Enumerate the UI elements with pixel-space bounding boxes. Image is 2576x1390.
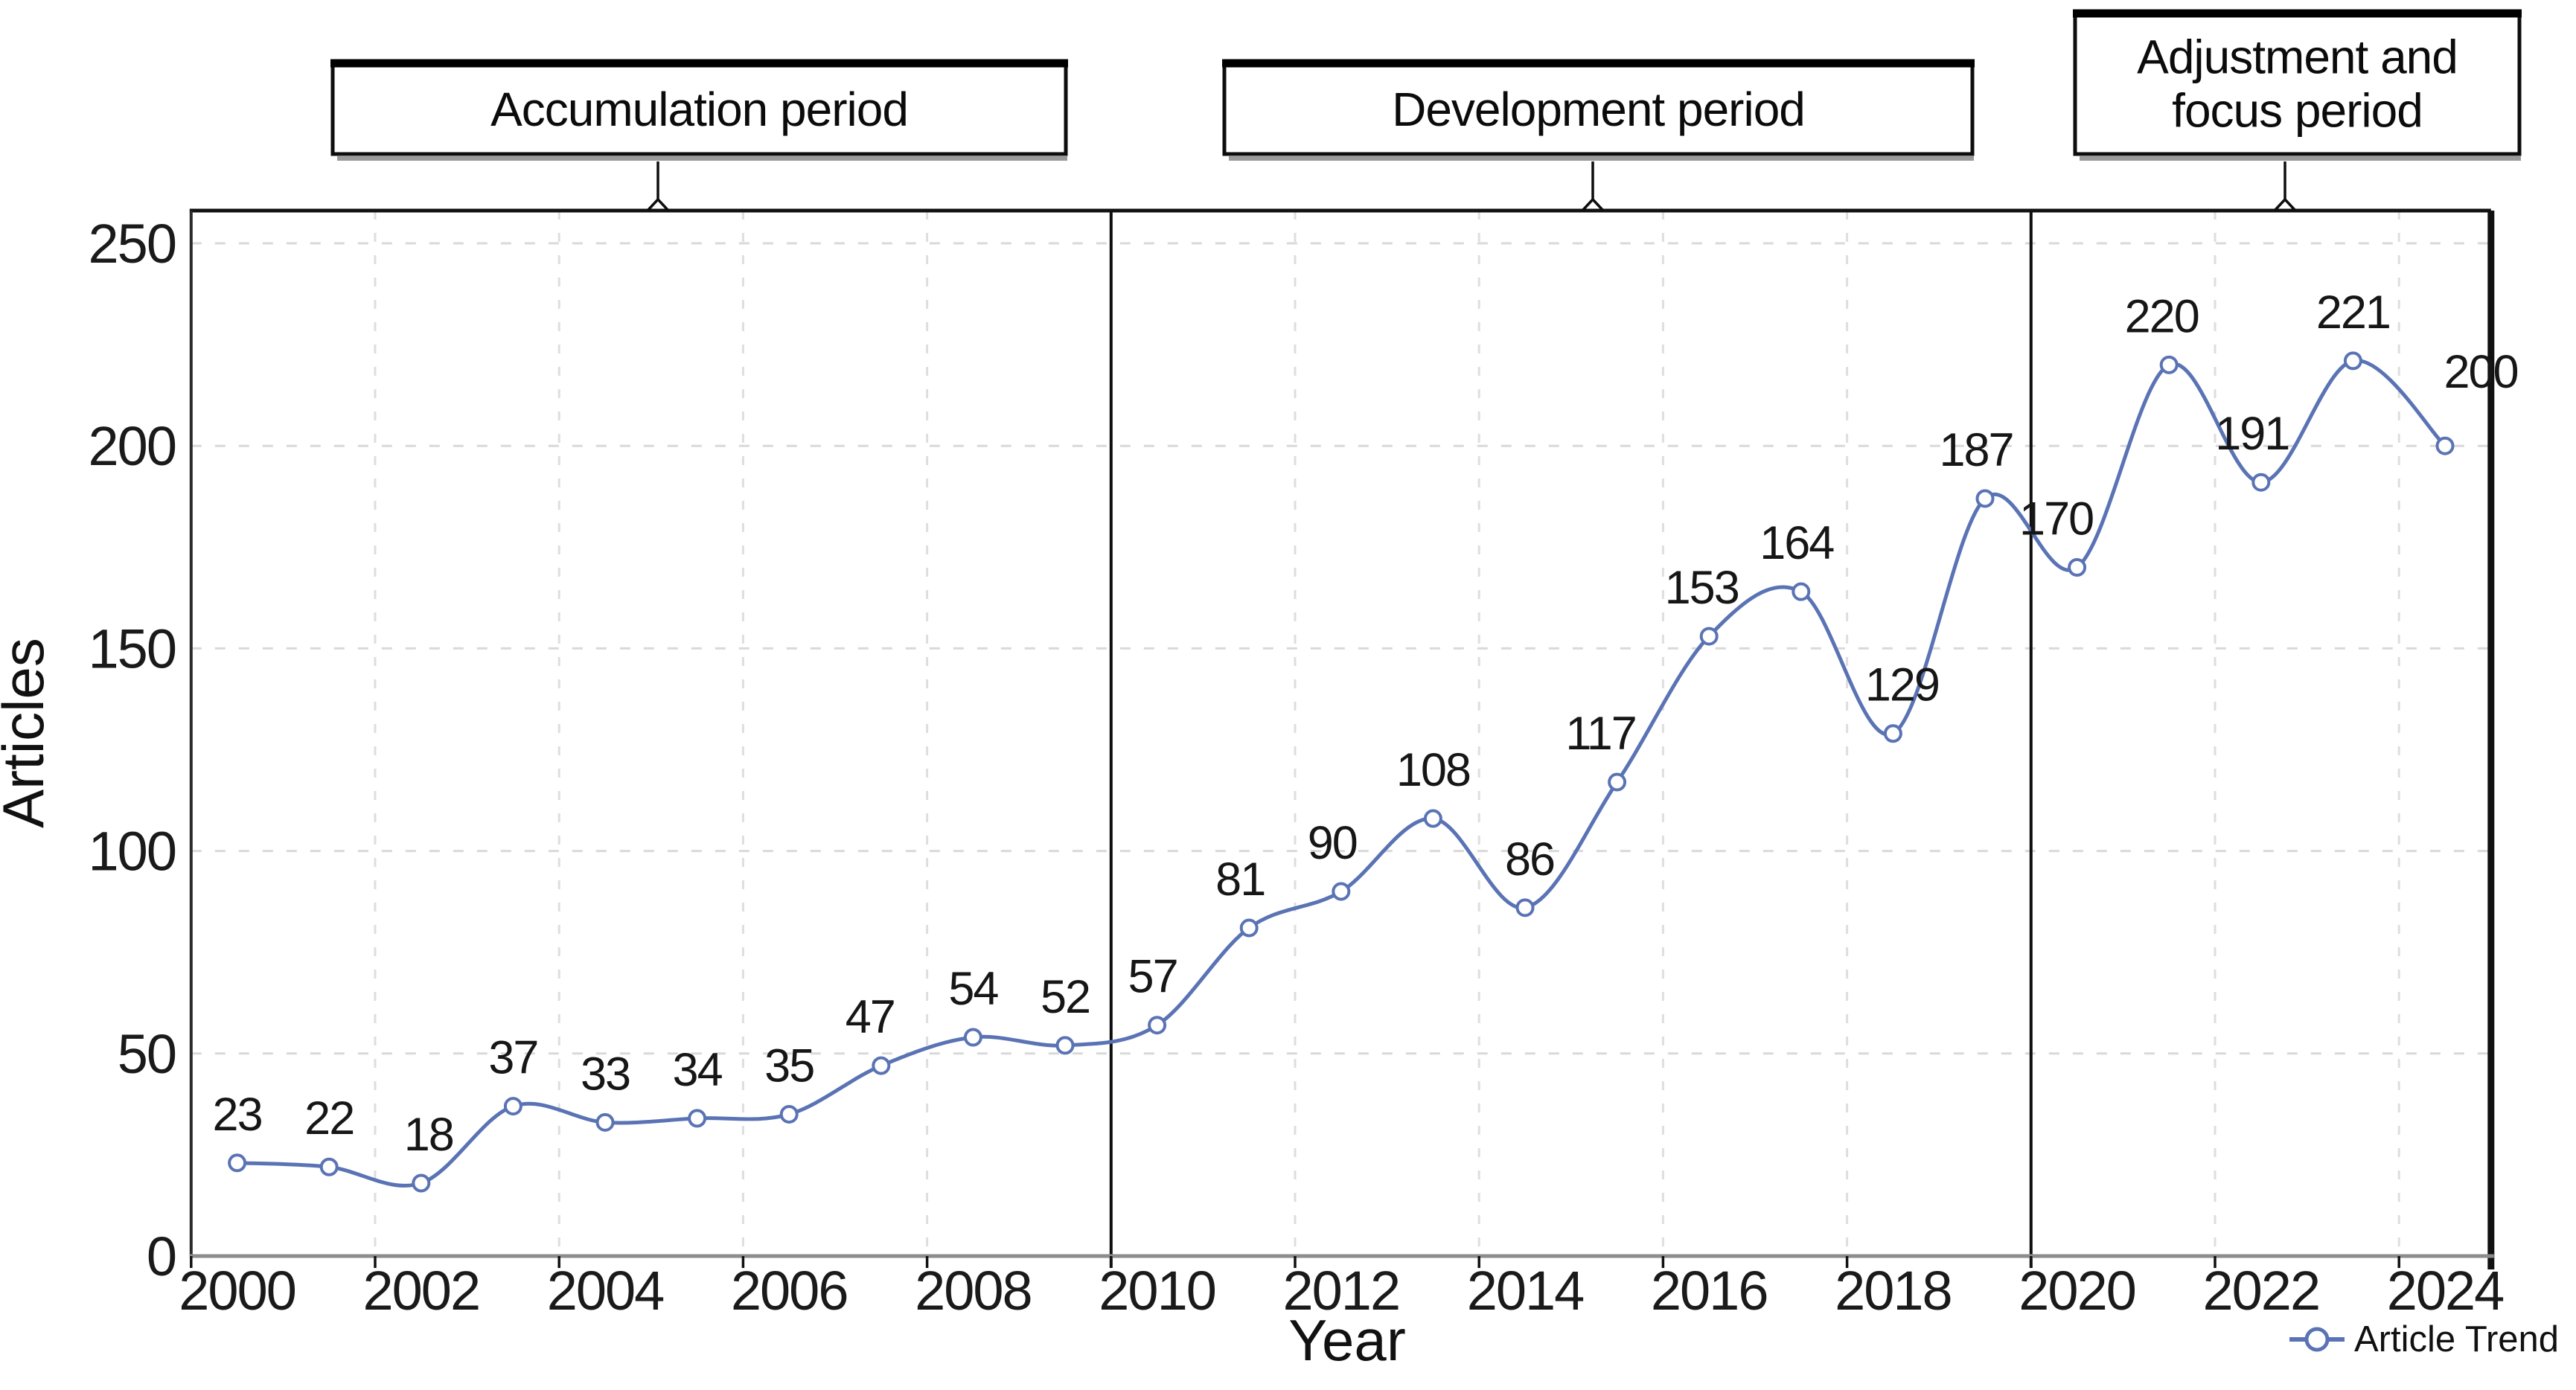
x-axis-title: Year [1288,1307,1406,1373]
data-point-value: 164 [1760,517,1834,569]
x-axis: 2000 2002 2004 2006 2008 2010 2012 2014 2016 2018… [179,1256,2505,1322]
x-tick-label: 2014 [1467,1260,1584,1322]
period-box-label: Development period [1392,83,1805,136]
data-point-marker [2435,436,2455,455]
data-point-value: 90 [1308,817,1357,869]
x-tick-label: 2018 [1835,1260,1952,1322]
y-tick-label: 0 [147,1226,176,1287]
period-box-label: focus period [2172,84,2423,138]
legend-marker-icon [2304,1327,2330,1352]
data-point-marker [412,1173,431,1193]
x-tick-label: 2024 [2387,1260,2504,1322]
series-article-trend [228,351,2455,1193]
data-point-value: 22 [304,1092,354,1144]
y-axis-title: Articles [0,638,56,828]
data-point-marker [1792,582,1811,601]
data-point-marker [1239,918,1259,938]
x-tick-label: 2004 [547,1260,664,1322]
data-point-marker [872,1056,891,1075]
y-tick-label: 100 [89,821,176,883]
data-point-value: 117 [1565,708,1635,760]
data-point-value: 220 [2125,290,2199,342]
gridlines [191,211,2491,1256]
data-point-marker [2251,473,2271,492]
data-point-value: 187 [1939,424,2013,476]
data-point-value: 37 [488,1032,537,1084]
x-tick-label: 2008 [915,1260,1032,1322]
data-point-value: 108 [1396,744,1470,796]
period-annotations: Accumulation period Development period Adj… [330,9,2522,212]
data-point-marker [1699,627,1719,646]
data-point-value: 57 [1128,951,1177,1003]
connector-notch [1581,197,1605,212]
data-point-value: 129 [1865,659,1939,711]
data-point-value: 34 [673,1044,723,1096]
period-box-accumulation: Accumulation period [330,59,1068,212]
period-box-development: Development period [1222,59,1975,212]
value-labels: 23 22 18 37 33 34 35 47 54 52 57 81 90 108 86 117 153 164… [213,286,2519,1161]
data-point-value: 86 [1505,833,1554,885]
y-tick-label: 200 [89,415,176,477]
plot-border [189,208,2495,1269]
data-point-value: 33 [581,1048,630,1100]
data-point-value: 170 [2019,493,2093,545]
data-point-value: 52 [1041,971,1090,1023]
data-point-marker [228,1153,247,1173]
data-point-marker [688,1109,707,1128]
x-tick-label: 2016 [1651,1260,1768,1322]
data-point-marker [963,1028,982,1047]
data-point-value: 47 [846,991,895,1043]
legend: Article Trend [2289,1319,2559,1359]
period-box-label: Accumulation period [490,83,908,136]
x-tick-label: 2020 [2019,1260,2135,1322]
x-tick-label: 2022 [2202,1260,2319,1322]
period-divider-lines [1109,211,2033,1268]
y-axis: 0 50 100 150 200 250 [89,213,177,1287]
data-point-marker [595,1112,615,1132]
connector-notch [646,197,670,212]
data-point-value: 35 [764,1040,814,1092]
data-point-marker [1608,772,1627,792]
data-point-marker [2159,355,2179,374]
data-point-marker [779,1104,799,1124]
data-point-value: 200 [2444,346,2517,398]
x-tick-label: 2012 [1282,1260,1399,1322]
trend-line [235,359,2447,1188]
data-point-marker [1423,809,1442,828]
data-point-marker [1975,489,1995,508]
data-point-marker [1055,1036,1075,1055]
data-point-marker [503,1097,522,1116]
data-point-marker [1883,724,1902,743]
data-point-marker [1332,882,1351,901]
y-tick-label: 50 [118,1023,176,1085]
data-point-value: 221 [2316,286,2390,339]
data-point-marker [319,1157,339,1176]
period-box-label: Adjustment and [2137,31,2458,84]
data-point-marker [1148,1016,1167,1035]
y-tick-label: 150 [89,618,176,679]
data-point-marker [2343,351,2362,371]
x-tick-label: 2002 [362,1260,479,1322]
data-point-marker [2068,558,2087,577]
data-point-value: 153 [1665,562,1739,614]
connector-notch [2273,197,2297,212]
data-point-value: 18 [404,1109,453,1161]
data-point-value: 23 [213,1089,262,1141]
data-point-marker [1515,898,1535,917]
data-point-value: 54 [948,963,998,1015]
legend-label: Article Trend [2354,1319,2559,1359]
x-tick-label: 2000 [179,1260,295,1322]
y-tick-label: 250 [89,213,176,275]
data-point-value: 81 [1215,853,1265,906]
data-point-value: 191 [2215,408,2289,460]
period-box [2073,11,2522,156]
x-tick-label: 2010 [1099,1260,1215,1322]
x-tick-label: 2006 [731,1260,848,1322]
